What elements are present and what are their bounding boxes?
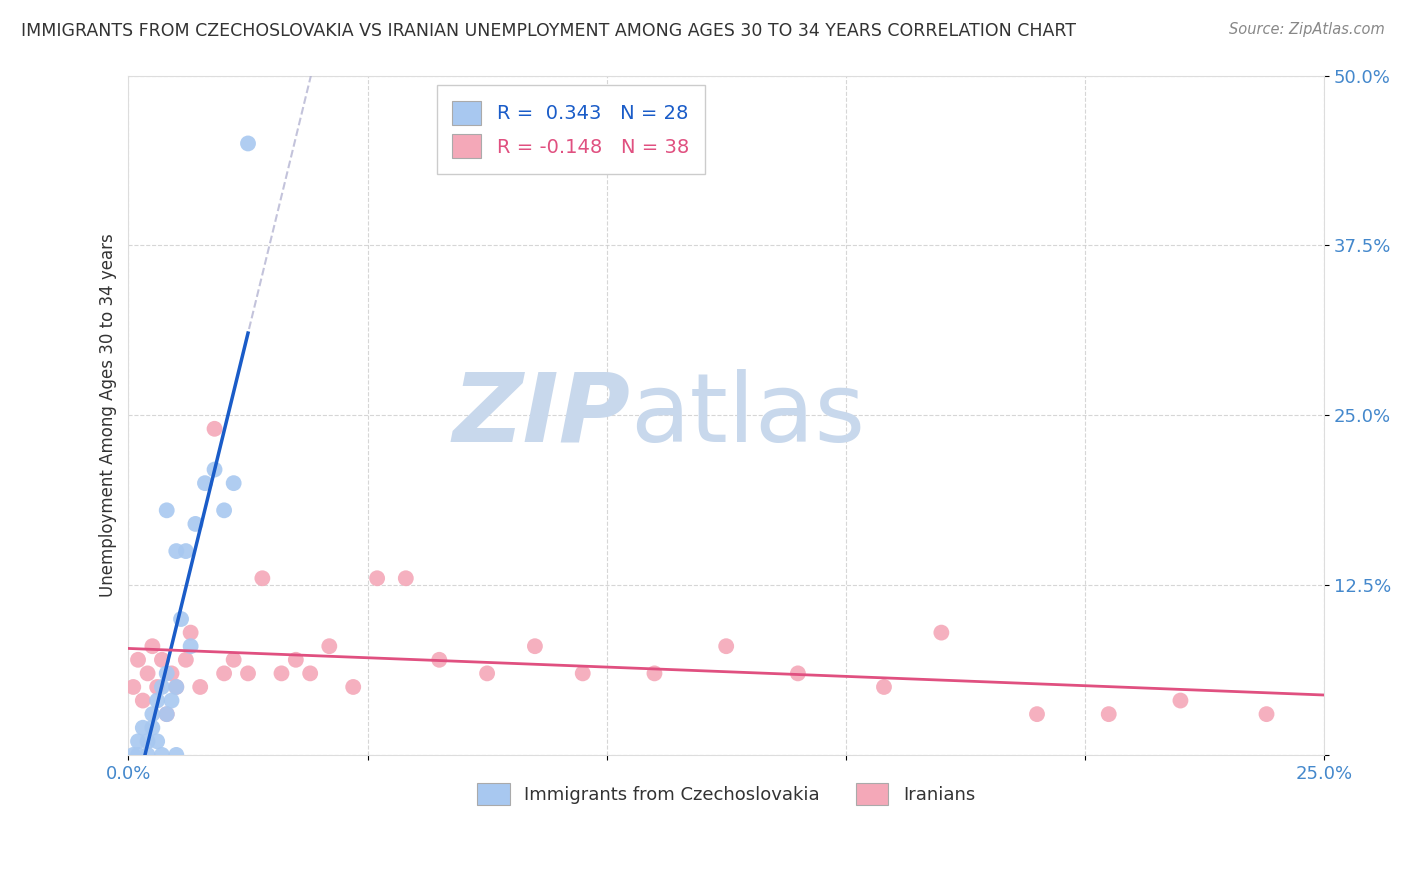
Point bbox=[136, 666, 159, 681]
Point bbox=[132, 693, 155, 707]
Point bbox=[165, 680, 187, 694]
Point bbox=[174, 653, 197, 667]
Point bbox=[270, 666, 292, 681]
Point bbox=[136, 734, 159, 748]
Point bbox=[571, 666, 593, 681]
Point bbox=[1026, 707, 1049, 722]
Point bbox=[299, 666, 322, 681]
Point bbox=[156, 666, 179, 681]
Point bbox=[127, 734, 149, 748]
Point bbox=[156, 503, 179, 517]
Point bbox=[122, 747, 145, 762]
Point bbox=[1098, 707, 1121, 722]
Point bbox=[184, 516, 207, 531]
Point bbox=[180, 625, 202, 640]
Point bbox=[136, 747, 159, 762]
Point bbox=[194, 476, 217, 491]
Point bbox=[170, 612, 193, 626]
Point bbox=[174, 544, 197, 558]
Point bbox=[146, 680, 169, 694]
Point bbox=[873, 680, 896, 694]
Point bbox=[1256, 707, 1278, 722]
Point bbox=[188, 680, 211, 694]
Point bbox=[141, 707, 163, 722]
Point bbox=[931, 625, 953, 640]
Point bbox=[643, 666, 665, 681]
Text: Source: ZipAtlas.com: Source: ZipAtlas.com bbox=[1229, 22, 1385, 37]
Point bbox=[165, 747, 187, 762]
Point bbox=[165, 544, 187, 558]
Point bbox=[156, 707, 179, 722]
Point bbox=[523, 639, 546, 653]
Point bbox=[284, 653, 307, 667]
Point bbox=[318, 639, 340, 653]
Point bbox=[180, 639, 202, 653]
Point bbox=[222, 653, 245, 667]
Point bbox=[222, 476, 245, 491]
Point bbox=[127, 653, 149, 667]
Text: atlas: atlas bbox=[630, 368, 866, 462]
Point bbox=[127, 747, 149, 762]
Point bbox=[150, 747, 173, 762]
Point bbox=[236, 666, 259, 681]
Point bbox=[204, 462, 226, 476]
Point bbox=[714, 639, 737, 653]
Point bbox=[132, 721, 155, 735]
Point bbox=[212, 666, 235, 681]
Point bbox=[1170, 693, 1192, 707]
Point bbox=[252, 571, 274, 585]
Point bbox=[160, 666, 183, 681]
Point bbox=[212, 503, 235, 517]
Legend: Immigrants from Czechoslovakia, Iranians: Immigrants from Czechoslovakia, Iranians bbox=[468, 773, 984, 814]
Point bbox=[141, 639, 163, 653]
Text: IMMIGRANTS FROM CZECHOSLOVAKIA VS IRANIAN UNEMPLOYMENT AMONG AGES 30 TO 34 YEARS: IMMIGRANTS FROM CZECHOSLOVAKIA VS IRANIA… bbox=[21, 22, 1076, 40]
Point bbox=[156, 707, 179, 722]
Point bbox=[150, 680, 173, 694]
Point bbox=[146, 734, 169, 748]
Point bbox=[165, 680, 187, 694]
Point bbox=[787, 666, 810, 681]
Point bbox=[150, 653, 173, 667]
Point bbox=[395, 571, 418, 585]
Y-axis label: Unemployment Among Ages 30 to 34 years: Unemployment Among Ages 30 to 34 years bbox=[100, 234, 117, 597]
Point bbox=[236, 136, 259, 151]
Point bbox=[122, 680, 145, 694]
Text: ZIP: ZIP bbox=[453, 368, 630, 462]
Point bbox=[160, 693, 183, 707]
Point bbox=[146, 693, 169, 707]
Point bbox=[204, 422, 226, 436]
Point bbox=[475, 666, 498, 681]
Point bbox=[427, 653, 450, 667]
Point bbox=[141, 721, 163, 735]
Point bbox=[342, 680, 364, 694]
Point bbox=[366, 571, 388, 585]
